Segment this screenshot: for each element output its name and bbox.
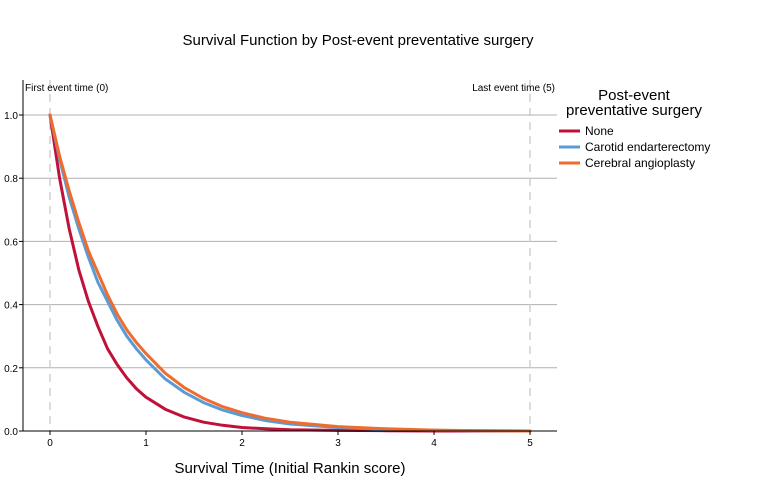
y-tick-label-4: 0.8 <box>4 174 18 185</box>
x-tick-label-4: 4 <box>431 438 437 449</box>
series-line-0 <box>48 113 532 433</box>
legend-label-2: Cerebral angioplasty <box>585 156 695 170</box>
y-tick-label-0: 0.0 <box>4 427 18 438</box>
y-tick-label-2: 0.4 <box>4 301 18 312</box>
reference-lines: First event time (0) Last event time (5) <box>25 80 555 431</box>
chart-title: Survival Function by Post-event preventa… <box>183 32 534 49</box>
legend-title-line-1: Post-event <box>598 87 671 104</box>
x-tick-label-1: 1 <box>143 438 149 449</box>
axes <box>22 80 557 432</box>
legend-title-line-2: preventative surgery <box>566 102 702 119</box>
x-tick-label-3: 3 <box>335 438 341 449</box>
series-line-2 <box>48 113 532 433</box>
reference-label-0: First event time (0) <box>25 83 108 94</box>
legend-label-1: Carotid endarterectomy <box>585 140 710 154</box>
legend-label-0: None <box>585 124 614 138</box>
tick-labels: 0.0 0.2 0.4 0.6 0.8 1.0 0 1 2 3 4 5 <box>4 111 533 449</box>
x-tick-label-5: 5 <box>527 438 533 449</box>
x-axis-title: Survival Time (Initial Rankin score) <box>175 460 406 477</box>
reference-label-1: Last event time (5) <box>472 83 555 94</box>
x-tick-label-2: 2 <box>239 438 245 449</box>
series-line-1 <box>48 113 532 433</box>
y-tick-label-5: 1.0 <box>4 111 18 122</box>
series-lines <box>48 113 532 433</box>
legend: Post-event preventative surgery None Caro… <box>559 87 710 170</box>
y-tick-label-1: 0.2 <box>4 364 18 375</box>
y-tick-label-3: 0.6 <box>4 237 18 248</box>
gridlines <box>23 114 557 369</box>
x-tick-label-0: 0 <box>47 438 53 449</box>
